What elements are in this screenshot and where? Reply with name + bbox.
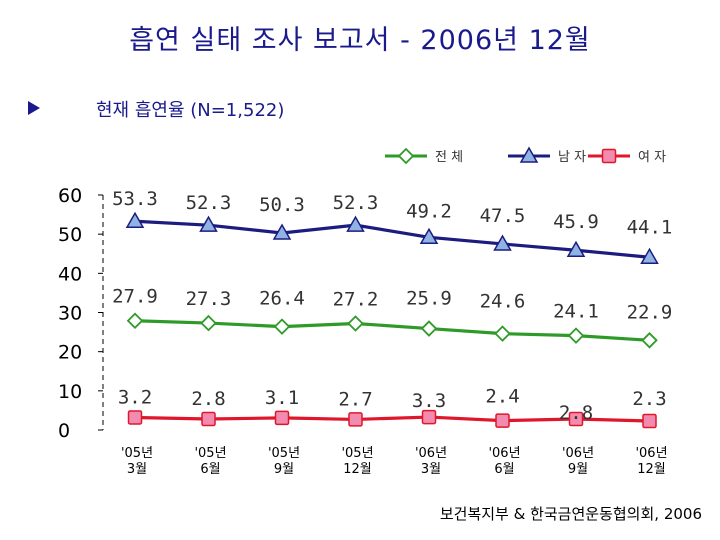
data-label: 52.3 (333, 192, 379, 214)
x-tick-label: 6월 (494, 462, 514, 477)
legend-label: 전 체 (435, 150, 463, 165)
triangle-marker (199, 215, 218, 232)
series-0 (126, 312, 658, 349)
legend-label: 남 자 (558, 150, 586, 165)
data-label: 44.1 (627, 216, 673, 238)
data-label: 27.3 (186, 288, 232, 310)
data-label: 49.2 (406, 200, 452, 222)
series-line (134, 219, 650, 259)
x-tick-label: '06년 (562, 446, 594, 461)
x-tick-label: '05년 (121, 446, 153, 461)
diamond-marker (273, 318, 291, 335)
square-marker (495, 413, 510, 428)
square-marker (601, 148, 617, 164)
x-tick-label: 12월 (343, 462, 372, 477)
diamond-marker (200, 314, 217, 332)
x-tick-label: 3월 (421, 462, 441, 477)
diamond-marker (567, 327, 585, 344)
data-label: 45.9 (553, 211, 599, 233)
y-tick-label: 60 (58, 185, 82, 207)
data-label: 2.8 (191, 388, 225, 410)
y-tick-label: 40 (58, 263, 82, 285)
triangle-marker (493, 234, 512, 251)
data-label: 2.3 (632, 388, 666, 410)
source-note: 보건복지부 & 한국금연운동협의회, 2006 (439, 505, 702, 523)
data-label: 2.8 (559, 402, 593, 424)
x-tick-label: 12월 (637, 462, 666, 477)
diamond-marker (420, 320, 438, 337)
series-layer (125, 211, 659, 429)
data-label: 50.3 (259, 194, 305, 216)
triangle-marker (419, 227, 439, 245)
y-tick-label: 20 (58, 342, 82, 364)
x-tick-label: 6월 (200, 462, 220, 477)
square-marker (127, 410, 143, 425)
y-tick-label: 50 (58, 224, 82, 246)
y-tick-label: 0 (58, 420, 70, 442)
square-marker (201, 411, 216, 427)
triangle-marker (125, 211, 145, 228)
data-label: 27.2 (333, 288, 379, 310)
data-labels: 27.9 27.3 26.4 27.2 25.9 24.6 24.1 22.9 53.3 52.3… (112, 188, 672, 424)
series-1 (125, 211, 659, 265)
square-marker (568, 411, 584, 427)
triangle-marker (640, 247, 659, 265)
data-label: 24.1 (553, 301, 599, 323)
square-marker (642, 413, 657, 429)
triangle-marker (519, 146, 539, 163)
data-label: 25.9 (406, 288, 452, 310)
x-tick-label: '05년 (268, 446, 300, 461)
diamond-marker (347, 315, 364, 332)
series-line (134, 415, 650, 423)
diamond-marker (641, 332, 658, 349)
series-line (134, 319, 650, 342)
data-label: 3.2 (118, 386, 152, 408)
diamond-marker (126, 312, 144, 329)
x-tick-label: '05년 (194, 446, 226, 461)
x-tick-label: 9월 (568, 462, 588, 477)
x-tick-label: '06년 (488, 446, 520, 461)
series-2 (127, 409, 657, 429)
data-label: 27.9 (112, 286, 158, 308)
y-tick-label: 30 (58, 303, 82, 325)
legend-label: 여 자 (638, 150, 666, 165)
x-tick-label: '05년 (341, 446, 373, 461)
triangle-marker (566, 240, 586, 257)
y-tick-label: 10 (58, 381, 82, 403)
chart-subtitle: 현재 흡연율 (N=1,522) (96, 100, 285, 121)
legend-item-1: 남 자 (508, 146, 586, 165)
legend-item-0: 전 체 (385, 147, 463, 165)
data-label: 2.4 (485, 386, 519, 408)
square-marker (348, 412, 363, 427)
data-label: 3.3 (412, 390, 446, 412)
data-label: 26.4 (259, 288, 305, 310)
x-tick-label: '06년 (635, 446, 667, 461)
x-tick-label: '06년 (415, 446, 447, 461)
data-label: 24.6 (480, 291, 526, 313)
square-marker (274, 410, 290, 426)
axis-layer: 0 10 20 30 40 50 60 (58, 185, 104, 442)
triangle-marker (346, 215, 365, 232)
page-title: 흡연 실태 조사 보고서 - 2006년 12월 (129, 25, 591, 56)
data-label: 47.5 (480, 205, 526, 227)
data-label: 3.1 (265, 387, 299, 409)
x-tick-label: 9월 (274, 462, 294, 477)
data-label: 53.3 (112, 188, 158, 210)
x-tick-label: 3월 (127, 462, 147, 477)
data-label: 22.9 (627, 301, 673, 323)
data-label: 2.7 (338, 388, 372, 410)
legend-item-2: 여 자 (588, 148, 666, 165)
square-marker (421, 409, 437, 425)
diamond-marker (494, 325, 511, 342)
triangle-bullet-icon (28, 101, 40, 115)
triangle-marker (272, 223, 292, 240)
category-labels: '05년3월'05년6월'05년9월'05년12월'06년3월'06년6월'06… (121, 446, 668, 477)
diamond-marker (397, 147, 415, 165)
data-label: 52.3 (186, 192, 232, 214)
